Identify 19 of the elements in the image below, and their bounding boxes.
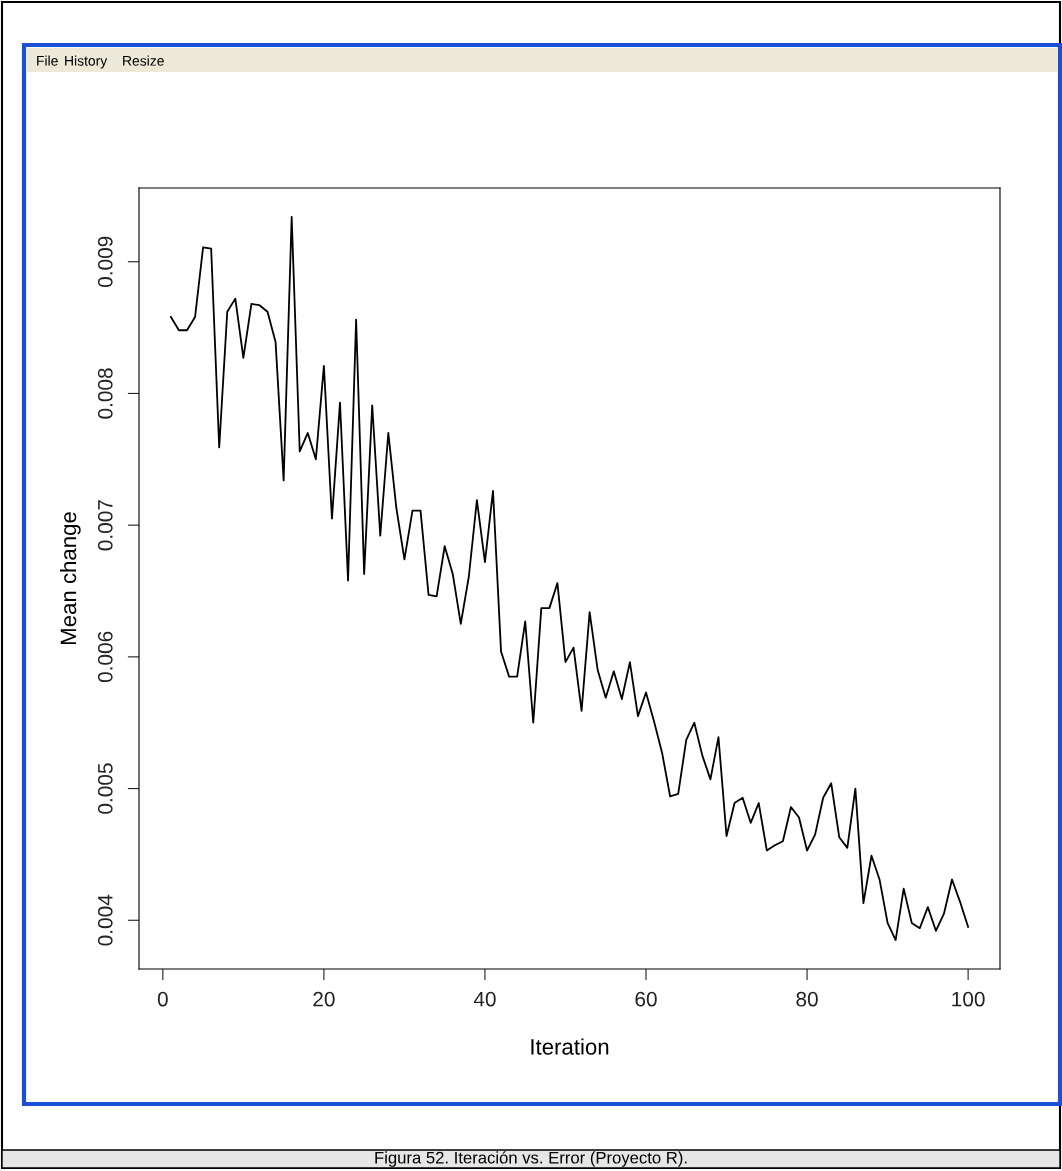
y-tick-label: 0.006	[97, 631, 113, 683]
x-tick-label: 40	[473, 991, 496, 1007]
text: Resize	[123, 55, 164, 66]
y-tick-label: 0.004	[97, 894, 113, 946]
x-tick-label: 20	[313, 991, 335, 1007]
text: File	[37, 55, 58, 66]
text: Figura 52. Iteración vs. Error (Proyecto R).	[375, 1151, 687, 1167]
y-tick-label: 0.005	[97, 763, 113, 814]
x-tick-label: 0	[157, 991, 168, 1007]
x-tick-label: 100	[952, 991, 985, 1007]
x-tick-label: 80	[796, 991, 818, 1007]
x-tick-label: 60	[635, 991, 657, 1007]
y-tick-label: 0.009	[97, 236, 113, 287]
text: History	[65, 55, 108, 69]
x-axis-title: Iteration	[531, 1038, 609, 1055]
y-tick-label: 0.008	[97, 368, 113, 419]
line-series	[169, 216, 970, 941]
y-axis-title: Mean change	[59, 512, 81, 645]
y-tick-label: 0.007	[97, 500, 113, 551]
